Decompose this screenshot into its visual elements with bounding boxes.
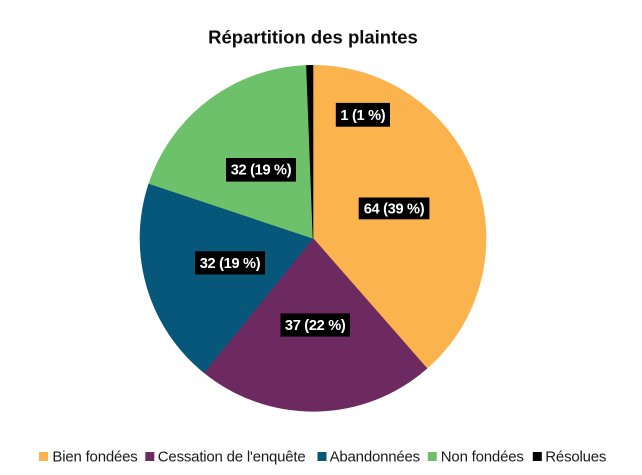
svg-text:64 (39 %): 64 (39 %) (364, 202, 425, 218)
svg-text:Bien fondées: Bien fondées (52, 449, 137, 466)
svg-text:37 (22 %): 37 (22 %) (285, 318, 346, 334)
svg-text:Répartition des plaintes: Répartition des plaintes (208, 27, 418, 48)
svg-text:Résolues: Résolues (545, 449, 606, 466)
svg-text:32 (19 %): 32 (19 %) (200, 256, 261, 272)
svg-text:Cessation de l'enquête: Cessation de l'enquête (158, 449, 306, 466)
svg-text:1 (1 %): 1 (1 %) (340, 108, 385, 124)
svg-text:Non fondées: Non fondées (441, 449, 524, 466)
svg-text:Abandonnées: Abandonnées (330, 449, 420, 466)
svg-text:32 (19 %): 32 (19 %) (231, 163, 292, 179)
